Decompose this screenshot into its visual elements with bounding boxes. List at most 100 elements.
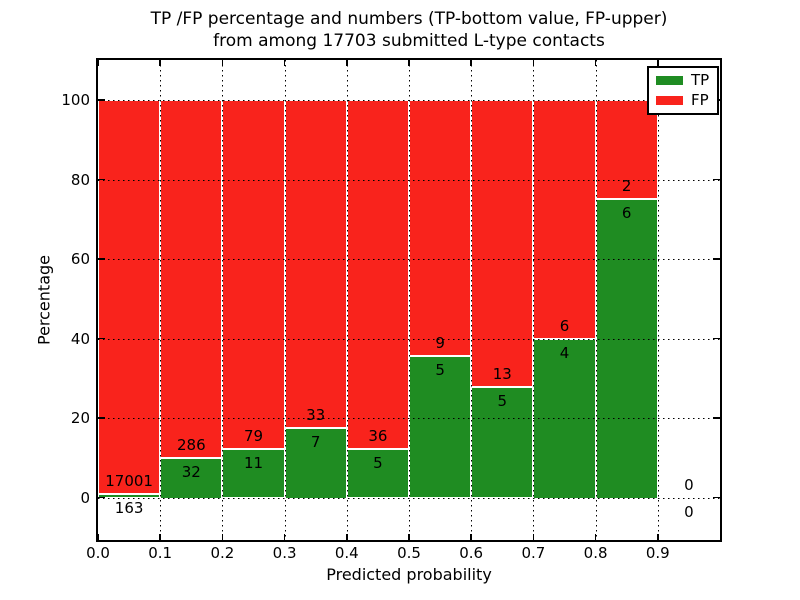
fp-bar-segment <box>409 100 472 356</box>
tp-count-label: 32 <box>181 462 201 481</box>
fp-bar-segment <box>346 100 409 450</box>
tp-count-label: 7 <box>310 432 321 451</box>
x-tick-bottom <box>408 534 410 540</box>
x-tick-top <box>594 60 597 66</box>
fp-count-label: 13 <box>492 365 512 384</box>
x-tick-bottom <box>470 534 472 540</box>
vertical-gridline <box>657 60 659 540</box>
fp-bar-segment <box>471 100 534 388</box>
vertical-gridline <box>346 60 348 540</box>
x-tick-bottom <box>532 534 535 540</box>
y-tick-label: 80 <box>70 170 90 189</box>
tp-bar-segment <box>595 199 658 498</box>
x-tick-top <box>470 60 472 66</box>
tp-legend-swatch <box>656 76 683 85</box>
fp-legend-swatch <box>656 96 683 105</box>
chart-title-line1: TP /FP percentage and numbers (TP-bottom… <box>150 9 668 29</box>
x-tick-label: 0.8 <box>583 544 608 562</box>
fp-bar-segment <box>98 100 161 494</box>
chart-title-line2: from among 17703 submitted L-type contac… <box>213 31 605 51</box>
x-tick-top <box>159 60 161 66</box>
tp-count-label: 0 <box>684 502 694 521</box>
vertical-gridline <box>471 60 473 540</box>
x-tick-top <box>532 60 535 66</box>
y-tick-right <box>713 258 720 260</box>
vertical-gridline <box>409 60 410 540</box>
y-tick-right <box>713 337 720 340</box>
fp-bar-segment <box>160 100 223 458</box>
y-tick-label: 0 <box>80 488 90 507</box>
fp-count-label: 0 <box>684 475 694 494</box>
fp-bar-segment <box>533 100 596 339</box>
legend-entry: FP <box>656 93 709 108</box>
y-tick-label: 60 <box>70 250 90 268</box>
fp-count-label: 286 <box>176 435 206 454</box>
legend-entry-label: FP <box>691 91 709 109</box>
x-tick-label: 0.1 <box>148 544 173 562</box>
x-tick-label: 0.4 <box>334 544 359 562</box>
x-tick-label: 0.6 <box>459 544 484 562</box>
tp-count-label: 11 <box>243 453 264 472</box>
fp-count-label: 6 <box>559 316 570 335</box>
tp-count-label: 163 <box>114 498 144 517</box>
x-tick-label: 0.7 <box>521 544 546 562</box>
x-tick-label: 0.2 <box>210 544 235 562</box>
tp-bar-segment <box>284 427 347 498</box>
tp-count-label: 5 <box>373 454 383 473</box>
y-tick-left <box>98 337 105 340</box>
fp-bar-segment <box>284 100 347 428</box>
tp-count-label: 5 <box>435 360 445 379</box>
fp-count-label: 2 <box>621 177 632 196</box>
tp-count-label: 5 <box>497 392 508 411</box>
x-tick-bottom <box>283 534 286 540</box>
tp-bar-segment <box>471 387 534 498</box>
fp-count-label: 17001 <box>105 471 153 490</box>
x-tick-top <box>283 60 286 66</box>
y-tick-left <box>98 496 105 499</box>
x-tick-top <box>221 60 224 66</box>
tp-bar-segment <box>98 493 161 498</box>
vertical-gridline <box>160 60 162 540</box>
x-tick-bottom <box>594 534 597 540</box>
legend: TP FP <box>647 66 720 115</box>
x-tick-top <box>408 60 410 66</box>
x-tick-top <box>346 60 348 66</box>
plot-area: 17001 163 286 32 79 11 33 7 36 5 9 5 13 5 6 4 2 6 0 0 TP FP <box>96 58 722 542</box>
fp-count-label: 79 <box>243 426 264 445</box>
x-tick-top <box>97 60 99 66</box>
x-tick-label: 0.5 <box>397 544 421 562</box>
fp-count-label: 9 <box>435 333 445 352</box>
y-tick-right <box>713 496 720 499</box>
y-tick-right <box>713 417 720 419</box>
legend-entry: TP <box>656 73 709 88</box>
y-tick-left <box>98 258 105 260</box>
chart-title: TP /FP percentage and numbers (TP-bottom… <box>98 8 720 52</box>
x-tick-bottom <box>97 534 99 540</box>
x-tick-bottom <box>221 534 224 540</box>
fp-count-label: 36 <box>368 427 388 446</box>
x-axis-label: Predicted probability <box>326 565 492 584</box>
y-tick-right <box>713 178 720 181</box>
y-tick-label: 100 <box>61 91 90 109</box>
y-tick-left <box>98 417 105 419</box>
x-tick-bottom <box>159 534 161 540</box>
x-tick-top <box>657 60 659 66</box>
vertical-gridline <box>595 60 597 540</box>
y-tick-left <box>98 99 105 101</box>
fp-count-label: 33 <box>306 405 326 424</box>
legend-entry-label: TP <box>691 71 710 89</box>
x-tick-label: 0.3 <box>272 544 297 562</box>
x-tick-bottom <box>657 534 659 540</box>
y-tick-label: 40 <box>70 329 90 348</box>
vertical-gridline <box>284 60 286 540</box>
vertical-gridline <box>533 60 535 540</box>
x-tick-label: 0.0 <box>86 544 110 562</box>
y-tick-left <box>98 178 105 181</box>
x-tick-label: 0.9 <box>645 544 670 562</box>
fp-bar-segment <box>222 100 285 449</box>
tp-bar-segment <box>222 448 285 498</box>
tp-bar-segment <box>346 449 409 498</box>
y-tick-label: 20 <box>70 409 90 427</box>
tp-count-label: 6 <box>621 204 632 223</box>
